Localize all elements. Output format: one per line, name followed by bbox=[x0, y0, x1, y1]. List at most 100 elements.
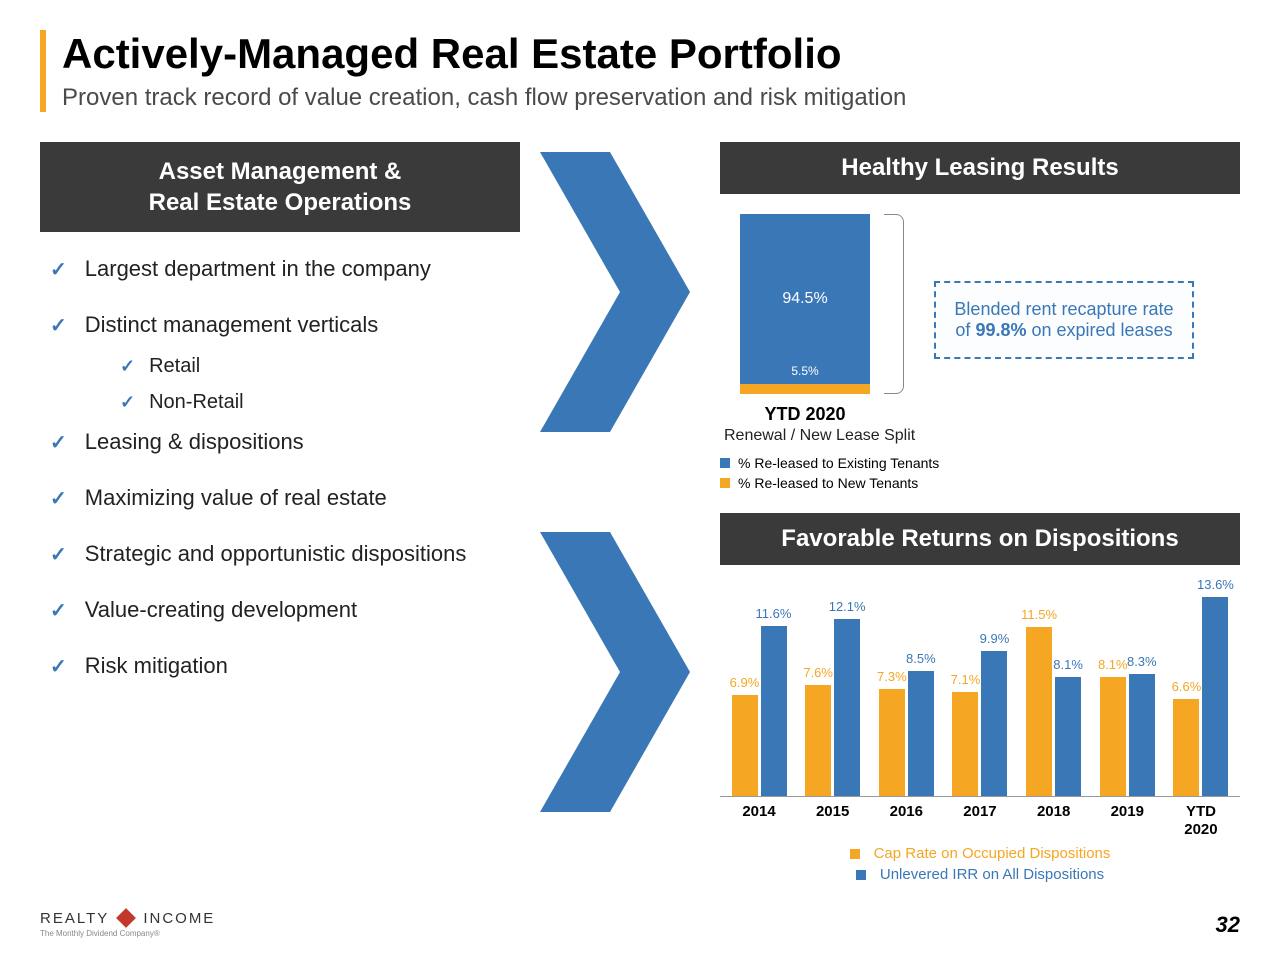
bar-group: 7.3%8.5% bbox=[871, 671, 941, 796]
bullet-item: ✓Risk mitigation bbox=[50, 653, 520, 681]
bar-cap-rate: 6.6% bbox=[1173, 699, 1199, 796]
stacked-bar-chart: 94.5%5.5% YTD 2020 Blended rent recaptur… bbox=[740, 214, 1240, 425]
bar-value-label: 6.6% bbox=[1172, 679, 1202, 694]
content-columns: Asset Management & Real Estate Operation… bbox=[40, 142, 1240, 862]
bar-value-label: 11.5% bbox=[1021, 607, 1057, 622]
legend-text: % Re-leased to Existing Tenants bbox=[738, 455, 939, 471]
x-axis-label: 2016 bbox=[871, 803, 941, 839]
bullet-item: ✓ Value-creating development bbox=[50, 597, 520, 625]
bar-group: 7.6%12.1% bbox=[798, 619, 868, 796]
legend-swatch bbox=[856, 870, 866, 880]
right-column: Healthy Leasing Results 94.5%5.5% YTD 20… bbox=[720, 142, 1240, 862]
bar-group: 8.1%8.3% bbox=[1092, 674, 1162, 796]
chevron-top-icon bbox=[540, 152, 690, 432]
bar-irr: 11.6% bbox=[761, 626, 787, 796]
grouped-legend: Cap Rate on Occupied DispositionsUnlever… bbox=[720, 845, 1240, 883]
page-number: 32 bbox=[1216, 912, 1240, 938]
check-icon: ✓ bbox=[50, 597, 67, 625]
stacked-segment-existing: 94.5% bbox=[740, 214, 870, 384]
check-icon: ✓ bbox=[120, 390, 135, 415]
check-icon: ✓ bbox=[50, 256, 67, 284]
sub-bullet-text: Non-Retail bbox=[149, 391, 243, 414]
legend-swatch bbox=[720, 458, 730, 468]
bar-cap-rate: 11.5% bbox=[1026, 627, 1052, 796]
bullet-item: ✓ Maximizing value of real estate bbox=[50, 485, 520, 513]
stacked-bar-wrap: 94.5%5.5% YTD 2020 bbox=[740, 214, 870, 425]
bar-irr: 9.9% bbox=[981, 651, 1007, 796]
left-column: Asset Management & Real Estate Operation… bbox=[40, 142, 520, 862]
left-section-title-line1: Asset Management & bbox=[159, 158, 402, 185]
logo-text-b: INCOME bbox=[143, 910, 215, 927]
arrow-column bbox=[540, 142, 700, 862]
bar-irr: 8.5% bbox=[908, 671, 934, 796]
check-icon: ✓ bbox=[50, 485, 67, 513]
bar-irr: 8.3% bbox=[1129, 674, 1155, 796]
x-axis-label: YTD2020 bbox=[1166, 803, 1236, 839]
bullet-list: ✓ Largest department in the company ✓ Disti… bbox=[40, 256, 520, 680]
sub-bullet-item: ✓ Non-Retail bbox=[120, 390, 520, 415]
bar-value-label: 13.6% bbox=[1197, 577, 1234, 592]
page-subtitle: Proven track record of value creation, c… bbox=[62, 84, 1240, 112]
x-axis-label: 2019 bbox=[1092, 803, 1162, 839]
stacked-caption: YTD 2020 bbox=[764, 404, 845, 425]
bullet-text: Value-creating development bbox=[85, 597, 357, 623]
slide: Actively-Managed Real Estate Portfolio P… bbox=[0, 0, 1280, 960]
bar-value-label: 7.6% bbox=[803, 665, 833, 680]
bullet-text: Largest department in the company bbox=[85, 256, 431, 282]
grouped-bars-area: 6.9%11.6%7.6%12.1%7.3%8.5%7.1%9.9%11.5%8… bbox=[720, 577, 1240, 797]
legend-swatch bbox=[850, 849, 860, 859]
title-block: Actively-Managed Real Estate Portfolio P… bbox=[40, 30, 1240, 112]
dispositions-header: Favorable Returns on Dispositions bbox=[720, 513, 1240, 565]
bar-cap-rate: 8.1% bbox=[1100, 677, 1126, 796]
bullet-text: Distinct management verticals bbox=[85, 312, 378, 338]
logo-icon bbox=[116, 908, 136, 928]
bar-value-label: 8.1% bbox=[1053, 657, 1083, 672]
dispositions-section: Favorable Returns on Dispositions 6.9%11… bbox=[720, 513, 1240, 883]
bullet-item: ✓Leasing & dispositions bbox=[50, 429, 520, 457]
stacked-legend: % Re-leased to Existing Tenants % Re-leas… bbox=[720, 455, 1240, 491]
leasing-results-header: Healthy Leasing Results bbox=[720, 142, 1240, 194]
bar-value-label: 9.9% bbox=[980, 631, 1010, 646]
grouped-legend-item: Cap Rate on Occupied Dispositions bbox=[720, 845, 1240, 862]
bar-group: 6.9%11.6% bbox=[724, 626, 794, 796]
callout-post: on expired leases bbox=[1026, 320, 1172, 340]
x-axis-label: 2015 bbox=[798, 803, 868, 839]
bullet-text: Maximizing value of real estate bbox=[85, 485, 387, 511]
stacked-segment-new: 5.5% bbox=[740, 384, 870, 394]
check-icon: ✓ bbox=[50, 429, 67, 457]
bar-cap-rate: 7.3% bbox=[879, 689, 905, 796]
bar-group: 7.1%9.9% bbox=[945, 651, 1015, 796]
bar-value-label: 8.1% bbox=[1098, 657, 1128, 672]
callout-strong: 99.8% bbox=[975, 320, 1026, 340]
page-title: Actively-Managed Real Estate Portfolio bbox=[62, 30, 1240, 78]
check-icon: ✓ bbox=[50, 312, 67, 340]
logo-tagline: The Monthly Dividend Company® bbox=[40, 929, 215, 938]
bar-value-label: 7.1% bbox=[951, 672, 981, 687]
bar-cap-rate: 7.6% bbox=[805, 685, 831, 796]
sub-bullet-list: ✓Retail ✓ Non-Retail bbox=[120, 354, 520, 414]
grouped-x-axis: 201420152016201720182019YTD2020 bbox=[720, 797, 1240, 839]
bar-irr: 13.6% bbox=[1202, 597, 1228, 796]
bracket-icon bbox=[884, 214, 904, 394]
left-section-header: Asset Management & Real Estate Operation… bbox=[40, 142, 520, 232]
check-icon: ✓ bbox=[50, 653, 67, 681]
recapture-callout: Blended rent recapture rate of 99.8% on … bbox=[934, 281, 1194, 359]
legend-swatch bbox=[720, 478, 730, 488]
legend-text: % Re-leased to New Tenants bbox=[738, 475, 918, 491]
check-icon: ✓ bbox=[50, 541, 67, 569]
bullet-item: ✓ Distinct management verticals bbox=[50, 312, 520, 340]
stacked-segment-label: 5.5% bbox=[791, 364, 818, 378]
footer-logo: REALTY INCOME The Monthly Dividend Compa… bbox=[40, 910, 215, 938]
sub-bullet-item: ✓Retail bbox=[120, 354, 520, 379]
logo-text-a: REALTY bbox=[40, 910, 109, 927]
bullet-item: ✓Strategic and opportunistic disposition… bbox=[50, 541, 520, 569]
left-section-title-line2: Real Estate Operations bbox=[149, 189, 412, 216]
bar-cap-rate: 6.9% bbox=[732, 695, 758, 796]
bar-cap-rate: 7.1% bbox=[952, 692, 978, 796]
chevron-arrows bbox=[540, 142, 700, 862]
bar-irr: 12.1% bbox=[834, 619, 860, 796]
bar-value-label: 8.5% bbox=[906, 651, 936, 666]
x-axis-label: 2017 bbox=[945, 803, 1015, 839]
leasing-results-section: Healthy Leasing Results 94.5%5.5% YTD 20… bbox=[720, 142, 1240, 491]
bar-irr: 8.1% bbox=[1055, 677, 1081, 796]
